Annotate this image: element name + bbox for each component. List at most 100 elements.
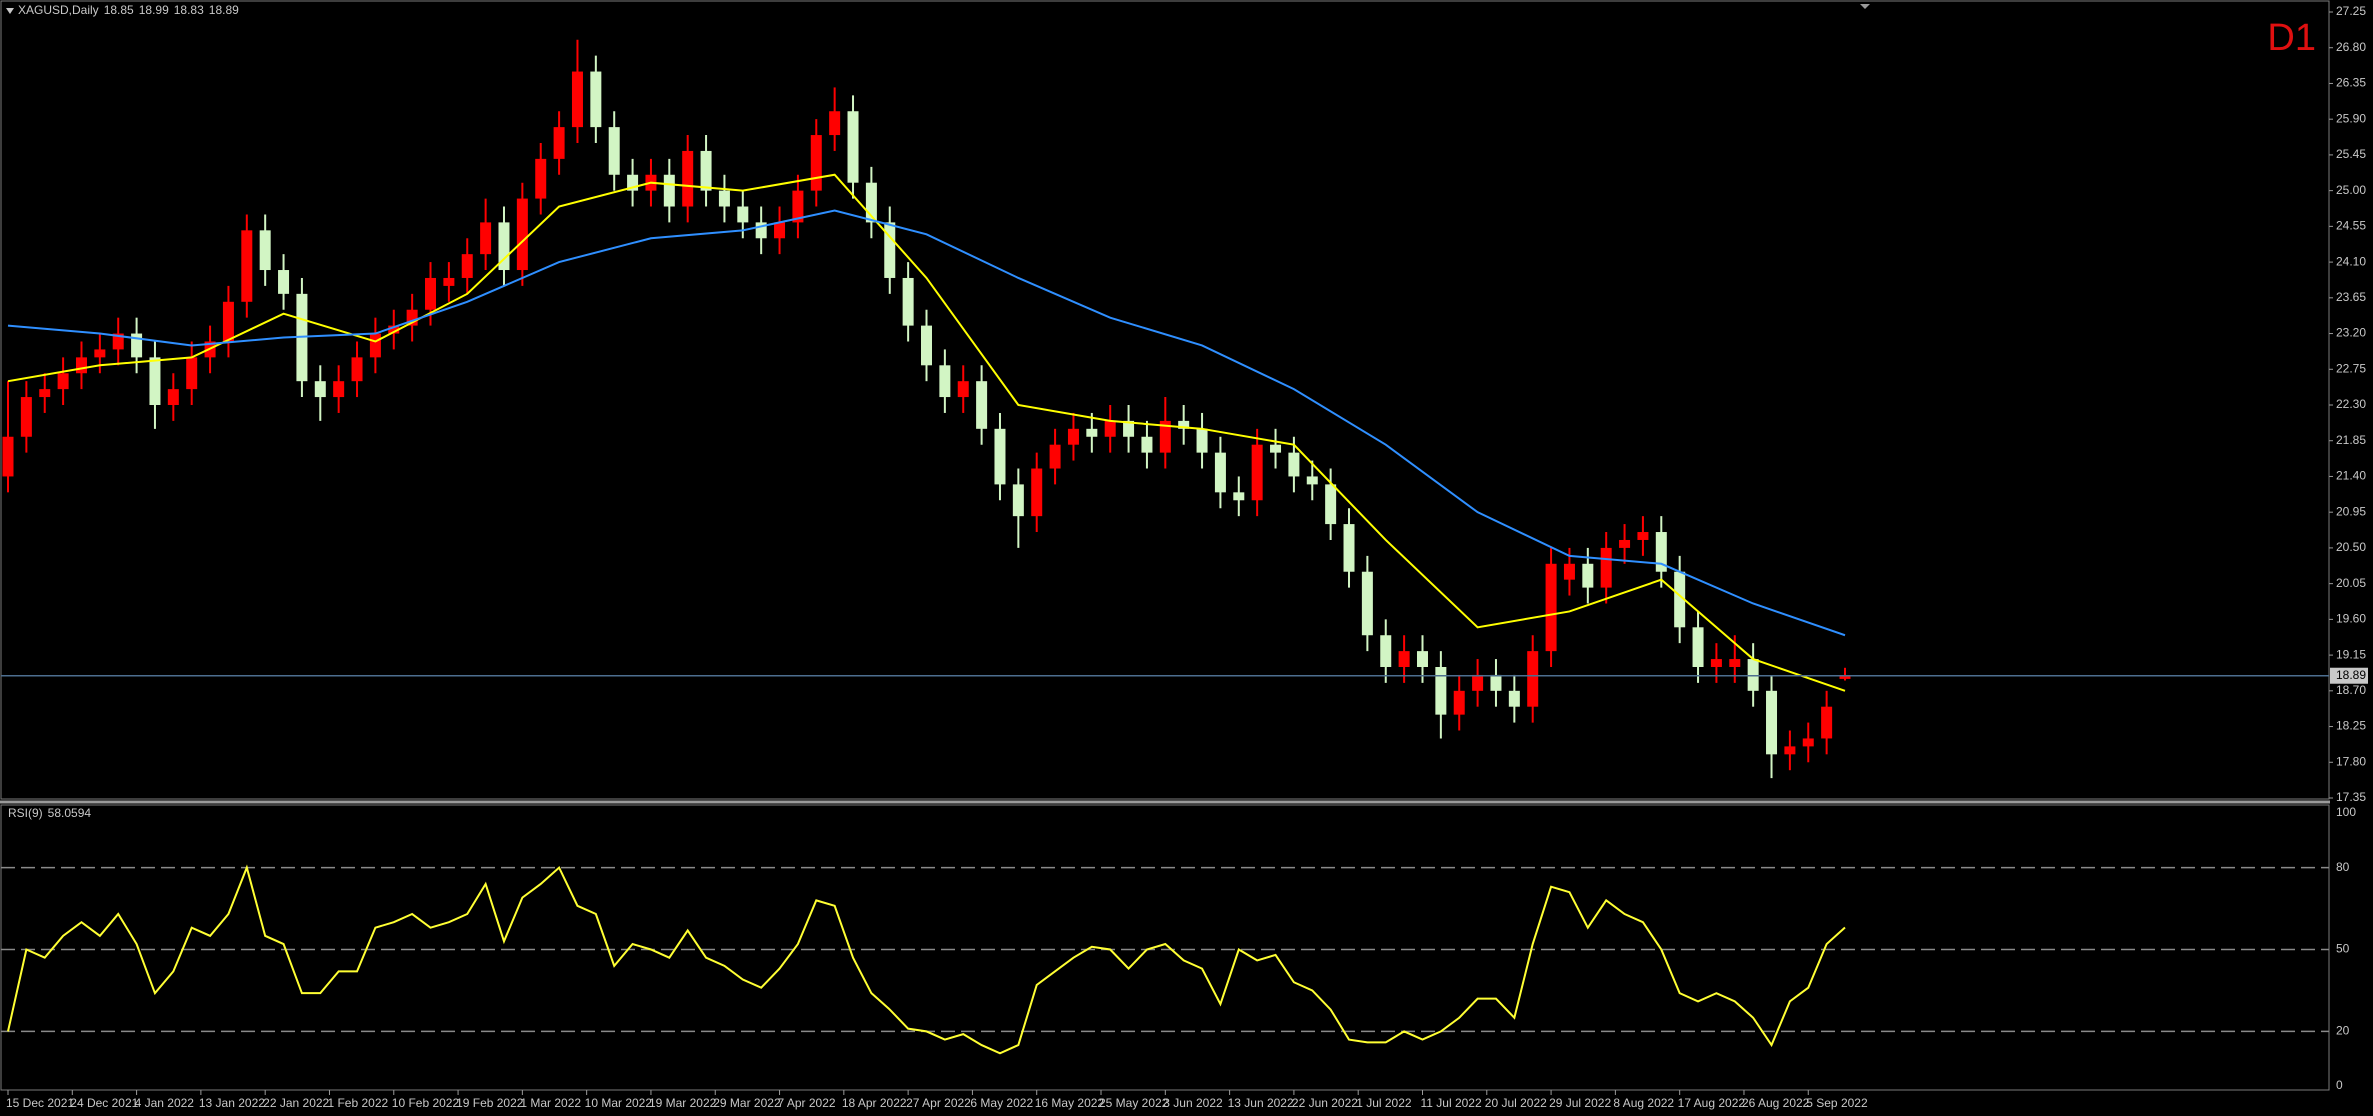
current-price-box — [2330, 667, 2368, 684]
x-tick-label: 1 Mar 2022 — [520, 1096, 581, 1110]
rsi-tick-label: 80 — [2336, 860, 2350, 874]
x-tick-label: 20 Jul 2022 — [1485, 1096, 1547, 1110]
candle-body — [222, 301, 234, 342]
candle-body — [1067, 428, 1079, 445]
candle-body — [314, 381, 326, 398]
candle-body — [755, 222, 767, 239]
y-tick-label: 19.15 — [2336, 647, 2366, 661]
price-panel-frame — [0, 0, 2330, 800]
candle-body — [1582, 563, 1594, 588]
candle-body — [1545, 563, 1557, 652]
candle-body — [1619, 539, 1631, 548]
candle-body — [921, 325, 932, 366]
candle-body — [351, 357, 363, 382]
candle-body — [516, 198, 528, 271]
candle-body — [186, 357, 198, 390]
candle-body — [1508, 690, 1520, 707]
candle-body — [1196, 428, 1208, 453]
candle-body — [829, 111, 841, 136]
y-tick-label: 25.45 — [2336, 147, 2366, 161]
rsi-value: 58.0594 — [48, 806, 92, 820]
candle-body — [608, 127, 620, 175]
candle-body — [1123, 420, 1135, 437]
y-tick-label: 18.70 — [2336, 683, 2366, 697]
symbol-menu-arrow[interactable] — [6, 8, 14, 14]
candle-body — [700, 150, 712, 191]
candle-body — [663, 174, 675, 207]
x-tick-label: 19 Mar 2022 — [649, 1096, 717, 1110]
candle-body — [1141, 436, 1153, 453]
candle-body — [406, 309, 418, 326]
candle-body — [498, 222, 510, 271]
x-tick-label: 11 Jul 2022 — [1420, 1096, 1481, 1110]
candle-body — [1563, 563, 1575, 580]
candle-body — [241, 230, 253, 302]
y-tick-label: 24.10 — [2336, 254, 2366, 268]
candle-body — [1380, 635, 1392, 667]
timeframe-label: D1 — [2267, 17, 2316, 59]
candle-body — [810, 135, 822, 191]
candle-body — [792, 190, 804, 223]
x-tick-label: 6 May 2022 — [970, 1096, 1033, 1110]
y-tick-label: 26.80 — [2336, 40, 2366, 54]
candle-body — [976, 381, 988, 429]
candle-body — [553, 127, 565, 159]
candle-body — [149, 357, 161, 405]
open-value: 18.85 — [104, 3, 134, 17]
x-tick-label: 26 Aug 2022 — [1742, 1096, 1810, 1110]
y-tick-label: 17.35 — [2336, 790, 2366, 804]
candle-body — [1398, 651, 1410, 667]
candle-body — [1655, 532, 1667, 572]
candle-body — [388, 325, 400, 334]
candle-body — [1306, 476, 1318, 485]
candle-body — [75, 357, 87, 374]
x-tick-label: 24 Dec 2021 — [70, 1096, 138, 1110]
x-tick-label: 27 Apr 2022 — [906, 1096, 971, 1110]
x-tick-label: 25 May 2022 — [1099, 1096, 1169, 1110]
candle-body — [39, 389, 51, 398]
candle-body — [718, 190, 730, 207]
candle-body — [682, 150, 694, 207]
x-tick-label: 1 Jul 2022 — [1356, 1096, 1412, 1110]
x-tick-label: 15 Dec 2021 — [6, 1096, 74, 1110]
y-tick-label: 21.85 — [2336, 433, 2366, 447]
candle-body — [571, 71, 583, 128]
rsi-tick-label: 0 — [2336, 1078, 2343, 1092]
y-tick-label: 20.50 — [2336, 540, 2366, 554]
candle-body — [2, 436, 14, 477]
x-tick-label: 3 Jun 2022 — [1163, 1096, 1223, 1110]
candle-body — [278, 270, 290, 294]
x-tick-label: 22 Jan 2022 — [263, 1096, 329, 1110]
candle-body — [1233, 492, 1245, 501]
candle-body — [1288, 452, 1300, 477]
candle-body — [847, 111, 859, 183]
y-tick-label: 20.95 — [2336, 504, 2366, 518]
high-value: 18.99 — [139, 3, 169, 17]
candle-body — [167, 389, 179, 405]
candle-body — [590, 71, 602, 128]
x-tick-label: 7 Apr 2022 — [778, 1096, 836, 1110]
shift-marker[interactable] — [1860, 4, 1870, 9]
y-tick-label: 20.05 — [2336, 576, 2366, 590]
moving-average — [7, 173, 1846, 692]
candle-body — [535, 158, 547, 199]
candle-body — [1214, 452, 1226, 493]
x-tick-label: 5 Sep 2022 — [1806, 1096, 1868, 1110]
close-value: 18.89 — [209, 3, 239, 17]
candle-body — [1159, 420, 1171, 453]
candle-body — [774, 222, 786, 239]
candle-body — [1766, 690, 1778, 755]
x-tick-label: 17 Aug 2022 — [1678, 1096, 1746, 1110]
y-tick-label: 21.40 — [2336, 469, 2366, 483]
candle-body — [369, 333, 381, 358]
y-tick-label: 23.65 — [2336, 290, 2366, 304]
candle-body — [627, 174, 639, 191]
candle-body — [425, 277, 437, 310]
rsi-header: RSI(9) 58.0594 — [8, 806, 91, 820]
y-tick-label: 27.25 — [2336, 4, 2366, 18]
candle-body — [1343, 524, 1355, 572]
candle-body — [1527, 651, 1539, 707]
candle-body — [1416, 651, 1428, 667]
candle-body — [1049, 444, 1061, 469]
candle-body — [1325, 484, 1337, 525]
